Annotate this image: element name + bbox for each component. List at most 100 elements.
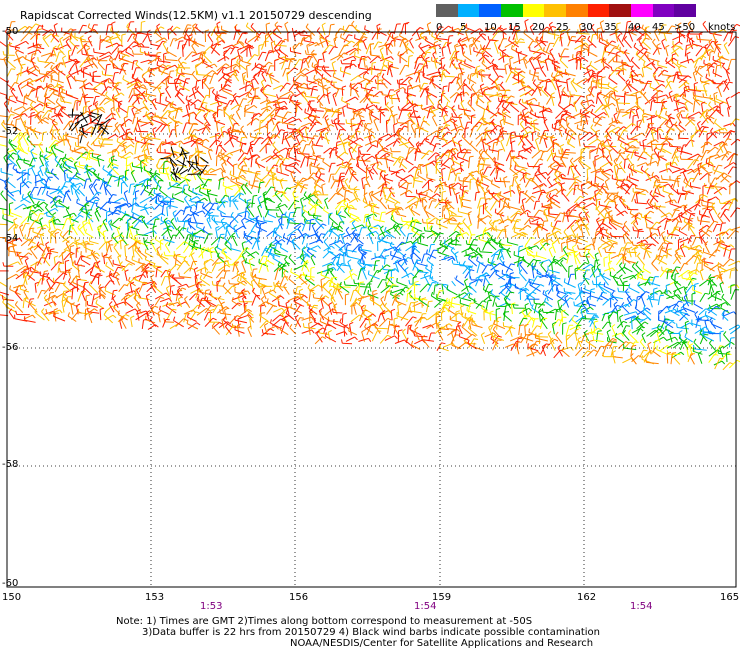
wind-barb-tick <box>358 111 363 115</box>
wind-barb <box>461 46 464 55</box>
wind-barb <box>55 158 62 168</box>
wind-barb-tick <box>128 105 133 108</box>
wind-barb-tick <box>444 181 446 186</box>
wind-barb <box>530 86 539 97</box>
wind-barb <box>181 185 185 194</box>
wind-barb <box>181 45 184 57</box>
wind-barb-tick <box>35 174 40 177</box>
wind-barb <box>651 130 655 142</box>
wind-barb-tick <box>402 168 406 173</box>
wind-barb-tick <box>488 189 491 194</box>
wind-barb <box>56 106 63 118</box>
wind-barb <box>338 173 342 182</box>
wind-barb <box>253 76 259 85</box>
wind-barb-tick <box>342 105 347 108</box>
wind-barb <box>371 166 379 175</box>
wind-barb-tick <box>516 183 521 187</box>
wind-barb-tick <box>560 143 565 147</box>
wind-barb-tick <box>415 127 420 130</box>
wind-barb <box>255 162 266 169</box>
wind-barb <box>293 166 302 174</box>
wind-barb-tick <box>148 59 152 64</box>
wind-barb <box>482 140 485 152</box>
wind-barb-tick <box>655 143 658 149</box>
wind-barb-tick <box>379 170 384 175</box>
wind-barb-tick <box>234 23 238 28</box>
wind-barb <box>250 26 260 36</box>
wind-barb-tick <box>348 184 351 190</box>
wind-barb <box>628 31 634 42</box>
wind-barb-tick <box>29 82 34 86</box>
wind-barb-tick <box>592 159 597 162</box>
wind-barb <box>264 50 270 62</box>
wind-barb-tick <box>88 104 93 108</box>
wind-barb-tick <box>510 101 513 106</box>
wind-barb-tick <box>521 114 524 119</box>
wind-barb <box>713 141 723 147</box>
wind-barb <box>714 153 726 160</box>
wind-barb-tick <box>390 43 394 47</box>
wind-barb-tick <box>85 44 90 48</box>
wind-barb <box>587 50 598 57</box>
wind-barb <box>623 159 626 169</box>
wind-barb-tick <box>419 26 424 30</box>
wind-barb-tick <box>128 46 133 50</box>
wind-barb <box>620 185 630 195</box>
wind-barb-tick <box>663 107 668 110</box>
wind-barb <box>122 78 133 85</box>
wind-barb-tick <box>456 77 461 82</box>
wind-barb-tick <box>397 106 400 111</box>
wind-barb-tick <box>696 35 698 40</box>
wind-barb <box>398 109 403 120</box>
wind-barb <box>299 71 308 78</box>
wind-barb-tick <box>718 128 721 133</box>
wind-barb-tick <box>554 170 558 175</box>
wind-barb <box>481 118 491 126</box>
wind-barb <box>657 156 661 167</box>
wind-barb-tick <box>502 111 507 115</box>
wind-barb-tick <box>645 26 650 29</box>
wind-barb <box>554 165 561 174</box>
wind-barb <box>195 27 204 34</box>
wind-barb <box>361 178 364 190</box>
wind-barb <box>65 41 72 50</box>
wind-barb <box>700 117 708 126</box>
wind-barb <box>512 168 524 177</box>
wind-barb <box>698 33 701 43</box>
wind-barb-tick <box>147 178 152 182</box>
wind-barb-tick <box>558 70 563 73</box>
wind-barb-tick <box>723 172 728 176</box>
wind-barb-tick <box>236 108 240 112</box>
wind-barb <box>624 183 633 195</box>
wind-barb-tick <box>180 140 184 145</box>
wind-barb <box>297 183 308 190</box>
wind-barb <box>615 183 623 190</box>
wind-barb <box>61 181 67 190</box>
wind-barb <box>580 160 591 169</box>
wind-barb-tick <box>298 182 303 185</box>
wind-barb <box>659 32 673 35</box>
wind-barb <box>675 101 679 112</box>
wind-barb-tick <box>66 173 68 178</box>
wind-barb <box>667 93 677 100</box>
wind-barb <box>355 109 362 117</box>
wind-barb-tick <box>12 152 17 155</box>
wind-barb <box>575 48 587 56</box>
wind-barb <box>718 144 724 153</box>
wind-barb <box>609 67 618 77</box>
wind-barb <box>666 79 672 90</box>
wind-barb <box>168 108 181 114</box>
wind-barb <box>300 156 306 168</box>
wind-barb <box>69 60 78 70</box>
wind-barb-tick <box>163 52 168 55</box>
wind-barb-tick <box>714 131 719 134</box>
wind-barb-tick <box>539 184 544 188</box>
wind-barb-tick <box>146 142 151 146</box>
wind-barb <box>670 165 681 170</box>
wind-barb <box>377 181 387 190</box>
wind-barb <box>687 159 696 170</box>
wind-barb <box>391 95 393 105</box>
wind-barb-tick <box>564 128 568 133</box>
wind-barb <box>470 86 478 96</box>
wind-barb-tick <box>246 44 252 47</box>
